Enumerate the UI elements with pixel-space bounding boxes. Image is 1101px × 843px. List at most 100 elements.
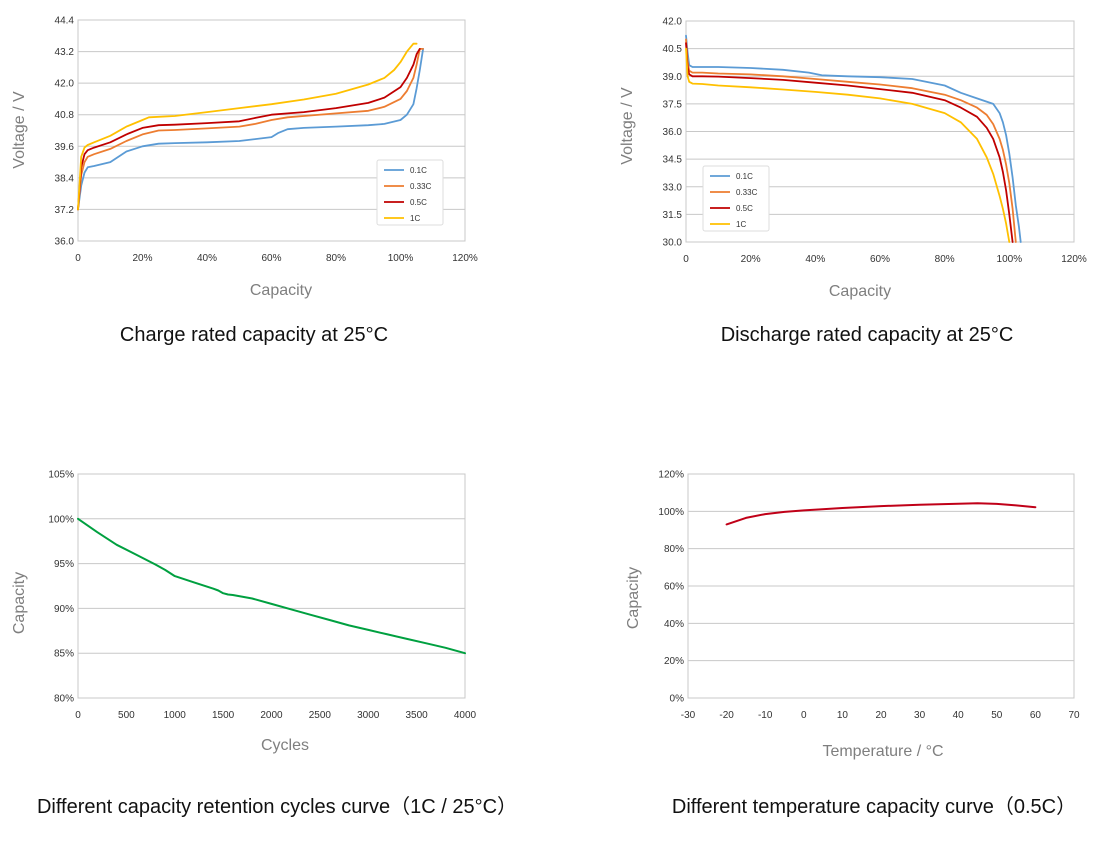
y-tick-label: 44.4 (55, 16, 75, 27)
y-axis-label: Voltage / V (11, 91, 28, 169)
x-tick-label: 80% (935, 254, 955, 265)
y-tick-label: 38.4 (55, 173, 75, 184)
temperature-capacity-chart: 0% 20% 40% 60% 80% 100% 120% -30 -20 -10 0 10 20 30 40… (625, 470, 1080, 819)
chart-caption: Charge rated capacity at 25°C (120, 324, 388, 346)
y-tick-label: 100% (48, 514, 74, 525)
x-axis-label: Cycles (261, 737, 309, 754)
legend-label: 0.33C (736, 188, 758, 197)
x-tick-label: 0 (75, 253, 81, 264)
x-tick-label: 100% (997, 254, 1023, 265)
series-line-0.5C (685, 42, 1014, 243)
legend-label: 0.1C (736, 172, 753, 181)
x-tick-label: 60 (1030, 710, 1042, 721)
legend-label: 0.5C (410, 198, 427, 207)
y-tick-label: 40.5 (663, 44, 683, 55)
series-line-series-0 (725, 502, 1037, 526)
y-tick-label: 80% (54, 694, 74, 705)
y-tick-label: 36.0 (663, 127, 683, 138)
x-tick-label: 1500 (212, 710, 235, 721)
x-axis-label: Capacity (250, 282, 312, 299)
x-tick-label: 80% (326, 253, 346, 264)
series-line-1C (77, 42, 418, 211)
y-tick-label: 37.5 (663, 99, 683, 110)
plot-frame (77, 19, 466, 242)
x-tick-label: 2500 (309, 710, 332, 721)
y-tick-label: 105% (48, 470, 74, 481)
y-tick-label: 0% (670, 694, 685, 705)
x-tick-label: 70 (1068, 710, 1080, 721)
y-tick-label: 85% (54, 649, 74, 660)
series-line-0.1C (685, 34, 1022, 243)
x-tick-label: 40 (953, 710, 965, 721)
x-tick-label: 20% (741, 254, 761, 265)
y-tick-label: 60% (664, 582, 684, 593)
series-line-0.33C (685, 38, 1017, 243)
x-tick-label: 120% (452, 253, 478, 264)
series-line-0.1C (77, 48, 425, 211)
x-tick-label: 2000 (260, 710, 283, 721)
x-tick-label: 40% (197, 253, 217, 264)
y-tick-label: 31.5 (663, 210, 683, 221)
y-tick-label: 30.0 (663, 238, 683, 249)
x-tick-label: -30 (681, 710, 696, 721)
y-tick-label: 40.8 (55, 110, 75, 121)
plot-frame (687, 473, 1075, 699)
legend-label: 0.33C (410, 182, 432, 191)
chart-legend: 0.1C 0.33C 0.5C 1C (376, 159, 444, 226)
series-line-1C (685, 47, 1011, 243)
legend-label: 1C (410, 214, 420, 223)
x-tick-label: 20% (132, 253, 152, 264)
y-axis-label: Voltage / V (619, 87, 636, 165)
x-tick-label: 3000 (357, 710, 380, 721)
x-tick-label: 40% (805, 254, 825, 265)
y-tick-label: 120% (658, 470, 684, 481)
y-tick-label: 20% (664, 656, 684, 667)
legend-label: 0.1C (410, 166, 427, 175)
y-tick-label: 39.6 (55, 142, 75, 153)
x-tick-label: -10 (758, 710, 773, 721)
chart-legend: 0.1C 0.33C 0.5C 1C (702, 165, 770, 232)
y-tick-label: 42.0 (663, 17, 683, 28)
charge-capacity-chart: 36.0 37.2 38.4 39.6 40.8 42.0 43.2 44.4 0 20% 40% 6… (11, 16, 478, 347)
x-tick-label: 1000 (164, 710, 187, 721)
x-tick-label: 60% (261, 253, 281, 264)
x-tick-label: 30 (914, 710, 926, 721)
plot-frame (685, 20, 1075, 243)
y-tick-label: 39.0 (663, 72, 683, 83)
legend-box (376, 159, 444, 226)
chart-caption: Different temperature capacity curve（0.5… (672, 795, 1076, 818)
x-tick-label: 4000 (454, 710, 477, 721)
chart-caption: Different capacity retention cycles curv… (37, 795, 517, 818)
series-line-series-0 (77, 517, 466, 655)
x-axis-label: Temperature / °C (822, 743, 943, 760)
chart-caption: Discharge rated capacity at 25°C (721, 324, 1014, 346)
y-tick-label: 80% (664, 544, 684, 555)
x-tick-label: 3500 (406, 710, 429, 721)
x-tick-label: 0 (75, 710, 81, 721)
x-axis-label: Capacity (829, 283, 891, 300)
legend-label: 1C (736, 220, 746, 229)
x-tick-label: 10 (837, 710, 849, 721)
discharge-capacity-chart: 30.0 31.5 33.0 34.5 36.0 37.5 39.0 40.5 42.0 0 20%… (619, 17, 1087, 347)
y-tick-label: 36.0 (55, 237, 75, 248)
x-tick-label: 60% (870, 254, 890, 265)
series-line-0.5C (77, 48, 421, 211)
y-tick-label: 95% (54, 559, 74, 570)
x-tick-label: 0 (683, 254, 689, 265)
y-tick-label: 43.2 (55, 47, 75, 58)
y-tick-label: 33.0 (663, 182, 683, 193)
plot-frame (77, 473, 466, 699)
x-tick-label: 100% (388, 253, 414, 264)
x-tick-label: -20 (719, 710, 734, 721)
series-line-0.33C (77, 48, 425, 211)
legend-label: 0.5C (736, 204, 753, 213)
y-axis-label: Capacity (625, 567, 642, 629)
x-tick-label: 20 (875, 710, 887, 721)
y-tick-label: 34.5 (663, 155, 683, 166)
x-tick-label: 500 (118, 710, 135, 721)
x-tick-label: 120% (1061, 254, 1087, 265)
y-axis-label: Capacity (11, 572, 28, 634)
y-tick-label: 42.0 (55, 79, 75, 90)
y-tick-label: 90% (54, 604, 74, 615)
